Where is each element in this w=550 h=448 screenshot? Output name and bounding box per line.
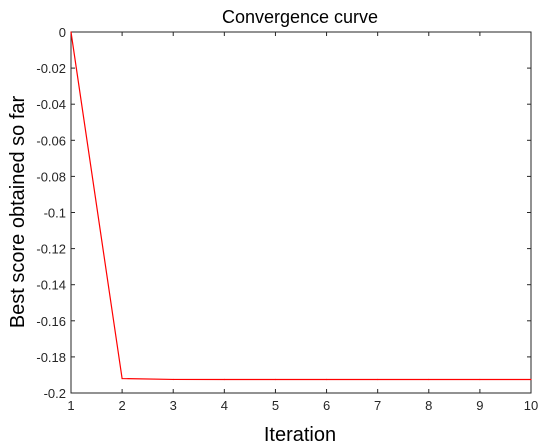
data-point <box>223 378 225 381</box>
y-tick-label: -0.08 <box>36 169 66 184</box>
x-tick-label: 2 <box>118 398 125 413</box>
data-point <box>121 377 123 380</box>
data-point <box>479 378 481 381</box>
data-point <box>70 31 72 33</box>
data-point <box>172 378 174 381</box>
x-tick-label: 8 <box>425 398 432 413</box>
y-tick-label: -0.14 <box>36 278 66 293</box>
y-tick-label: -0.1 <box>44 206 66 221</box>
data-point <box>377 378 379 381</box>
x-tick-label: 1 <box>67 398 74 413</box>
x-tick-label: 5 <box>272 398 279 413</box>
y-tick-label: -0.04 <box>36 97 66 112</box>
y-tick-label: -0.12 <box>36 242 66 257</box>
plot-frame <box>70 31 532 394</box>
x-tick-label: 9 <box>476 398 483 413</box>
y-tick-label: -0.16 <box>36 314 66 329</box>
x-tick-label: 6 <box>323 398 330 413</box>
data-point <box>325 378 328 381</box>
convergence-line <box>70 31 531 381</box>
x-axis-title: Iteration <box>264 424 336 446</box>
y-axis-title: Best score obtained so far <box>7 95 29 328</box>
x-tick-label: 7 <box>374 398 381 413</box>
y-tick-label: -0.18 <box>36 350 66 365</box>
data-point <box>530 378 532 381</box>
plot-area: 1 2 3 4 5 6 7 8 9 10 0 -0.02 -0.04 -0.06 -0.08 -0.1 -0.1… <box>36 25 538 413</box>
x-tick-label: 3 <box>170 398 177 413</box>
y-tick-label: 0 <box>59 25 66 40</box>
y-tick-label: -0.02 <box>36 61 66 76</box>
data-point <box>428 378 430 381</box>
chart-title: Convergence curve <box>222 7 378 27</box>
y-tick-label: -0.06 <box>36 133 66 148</box>
x-tick-label: 4 <box>221 398 228 413</box>
y-tick-label: -0.2 <box>44 386 66 401</box>
x-tick-label: 10 <box>524 398 538 413</box>
data-point <box>274 378 277 381</box>
